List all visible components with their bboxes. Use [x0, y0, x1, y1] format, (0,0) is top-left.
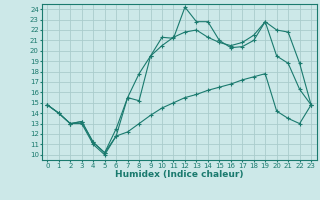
- X-axis label: Humidex (Indice chaleur): Humidex (Indice chaleur): [115, 170, 244, 179]
